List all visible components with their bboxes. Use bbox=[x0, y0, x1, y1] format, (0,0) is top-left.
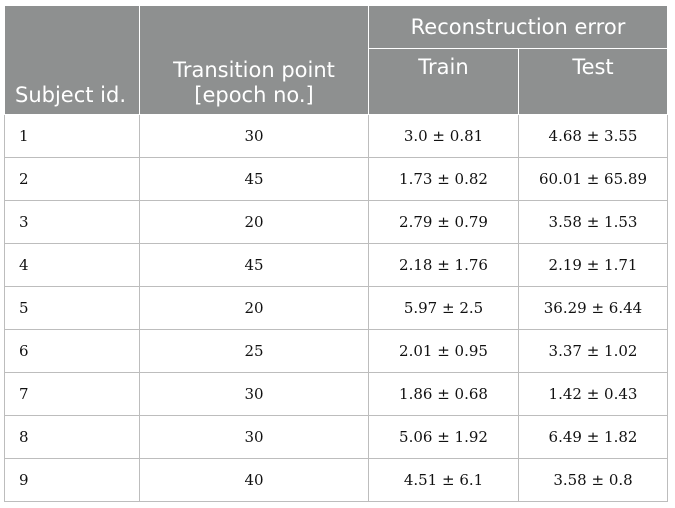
cell-transition: 20 bbox=[139, 200, 369, 244]
cell-test: 4.68 ± 3.55 bbox=[518, 114, 668, 158]
cell-transition: 45 bbox=[139, 243, 369, 287]
table-row: 4 45 2.18 ± 1.76 2.19 ± 1.71 bbox=[4, 243, 668, 287]
table-row: 3 20 2.79 ± 0.79 3.58 ± 1.53 bbox=[4, 200, 668, 244]
table-row: 9 40 4.51 ± 6.1 3.58 ± 0.8 bbox=[4, 458, 668, 502]
header-row-sub: Train Test bbox=[5, 48, 668, 115]
cell-subject: 2 bbox=[4, 157, 140, 201]
table-row: 6 25 2.01 ± 0.95 3.37 ± 1.02 bbox=[4, 329, 668, 373]
cell-transition: 25 bbox=[139, 329, 369, 373]
cell-subject: 8 bbox=[4, 415, 140, 459]
cell-test: 6.49 ± 1.82 bbox=[518, 415, 668, 459]
cell-test: 36.29 ± 6.44 bbox=[518, 286, 668, 330]
cell-transition: 30 bbox=[139, 372, 369, 416]
table-row: 8 30 5.06 ± 1.92 6.49 ± 1.82 bbox=[4, 415, 668, 459]
table-header: Subject id. Transition point [epoch no.]… bbox=[4, 5, 668, 115]
cell-subject: 9 bbox=[4, 458, 140, 502]
cell-train: 2.01 ± 0.95 bbox=[368, 329, 519, 373]
results-table: Subject id. Transition point [epoch no.]… bbox=[4, 5, 668, 502]
table-row: 7 30 1.86 ± 0.68 1.42 ± 0.43 bbox=[4, 372, 668, 416]
cell-transition: 40 bbox=[139, 458, 369, 502]
cell-test: 3.58 ± 1.53 bbox=[518, 200, 668, 244]
cell-subject: 1 bbox=[4, 114, 140, 158]
cell-train: 1.86 ± 0.68 bbox=[368, 372, 519, 416]
header-transition-point: Transition point [epoch no.] bbox=[139, 5, 369, 115]
cell-train: 4.51 ± 6.1 bbox=[368, 458, 519, 502]
cell-subject: 3 bbox=[4, 200, 140, 244]
table-row: 2 45 1.73 ± 0.82 60.01 ± 65.89 bbox=[4, 157, 668, 201]
cell-subject: 7 bbox=[4, 372, 140, 416]
cell-transition: 20 bbox=[139, 286, 369, 330]
cell-train: 2.79 ± 0.79 bbox=[368, 200, 519, 244]
cell-test: 60.01 ± 65.89 bbox=[518, 157, 668, 201]
cell-train: 3.0 ± 0.81 bbox=[368, 114, 519, 158]
cell-test: 3.58 ± 0.8 bbox=[518, 458, 668, 502]
header-train: Train bbox=[368, 48, 519, 115]
header-test: Test bbox=[518, 48, 668, 115]
cell-train: 5.06 ± 1.92 bbox=[368, 415, 519, 459]
cell-subject: 6 bbox=[4, 329, 140, 373]
cell-transition: 30 bbox=[139, 114, 369, 158]
table-row: 1 30 3.0 ± 0.81 4.68 ± 3.55 bbox=[4, 114, 668, 158]
table-body: 1 30 3.0 ± 0.81 4.68 ± 3.55 2 45 1.73 ± … bbox=[4, 114, 668, 502]
header-row-top: Subject id. Transition point [epoch no.]… bbox=[4, 5, 668, 115]
cell-transition: 30 bbox=[139, 415, 369, 459]
table-row: 5 20 5.97 ± 2.5 36.29 ± 6.44 bbox=[4, 286, 668, 330]
cell-train: 2.18 ± 1.76 bbox=[368, 243, 519, 287]
cell-test: 1.42 ± 0.43 bbox=[518, 372, 668, 416]
cell-train: 1.73 ± 0.82 bbox=[368, 157, 519, 201]
header-reconstruction-error: Reconstruction error bbox=[368, 5, 668, 49]
cell-subject: 5 bbox=[4, 286, 140, 330]
cell-transition: 45 bbox=[139, 157, 369, 201]
cell-test: 2.19 ± 1.71 bbox=[518, 243, 668, 287]
header-subject-id: Subject id. bbox=[4, 5, 140, 115]
cell-subject: 4 bbox=[4, 243, 140, 287]
cell-test: 3.37 ± 1.02 bbox=[518, 329, 668, 373]
cell-train: 5.97 ± 2.5 bbox=[368, 286, 519, 330]
